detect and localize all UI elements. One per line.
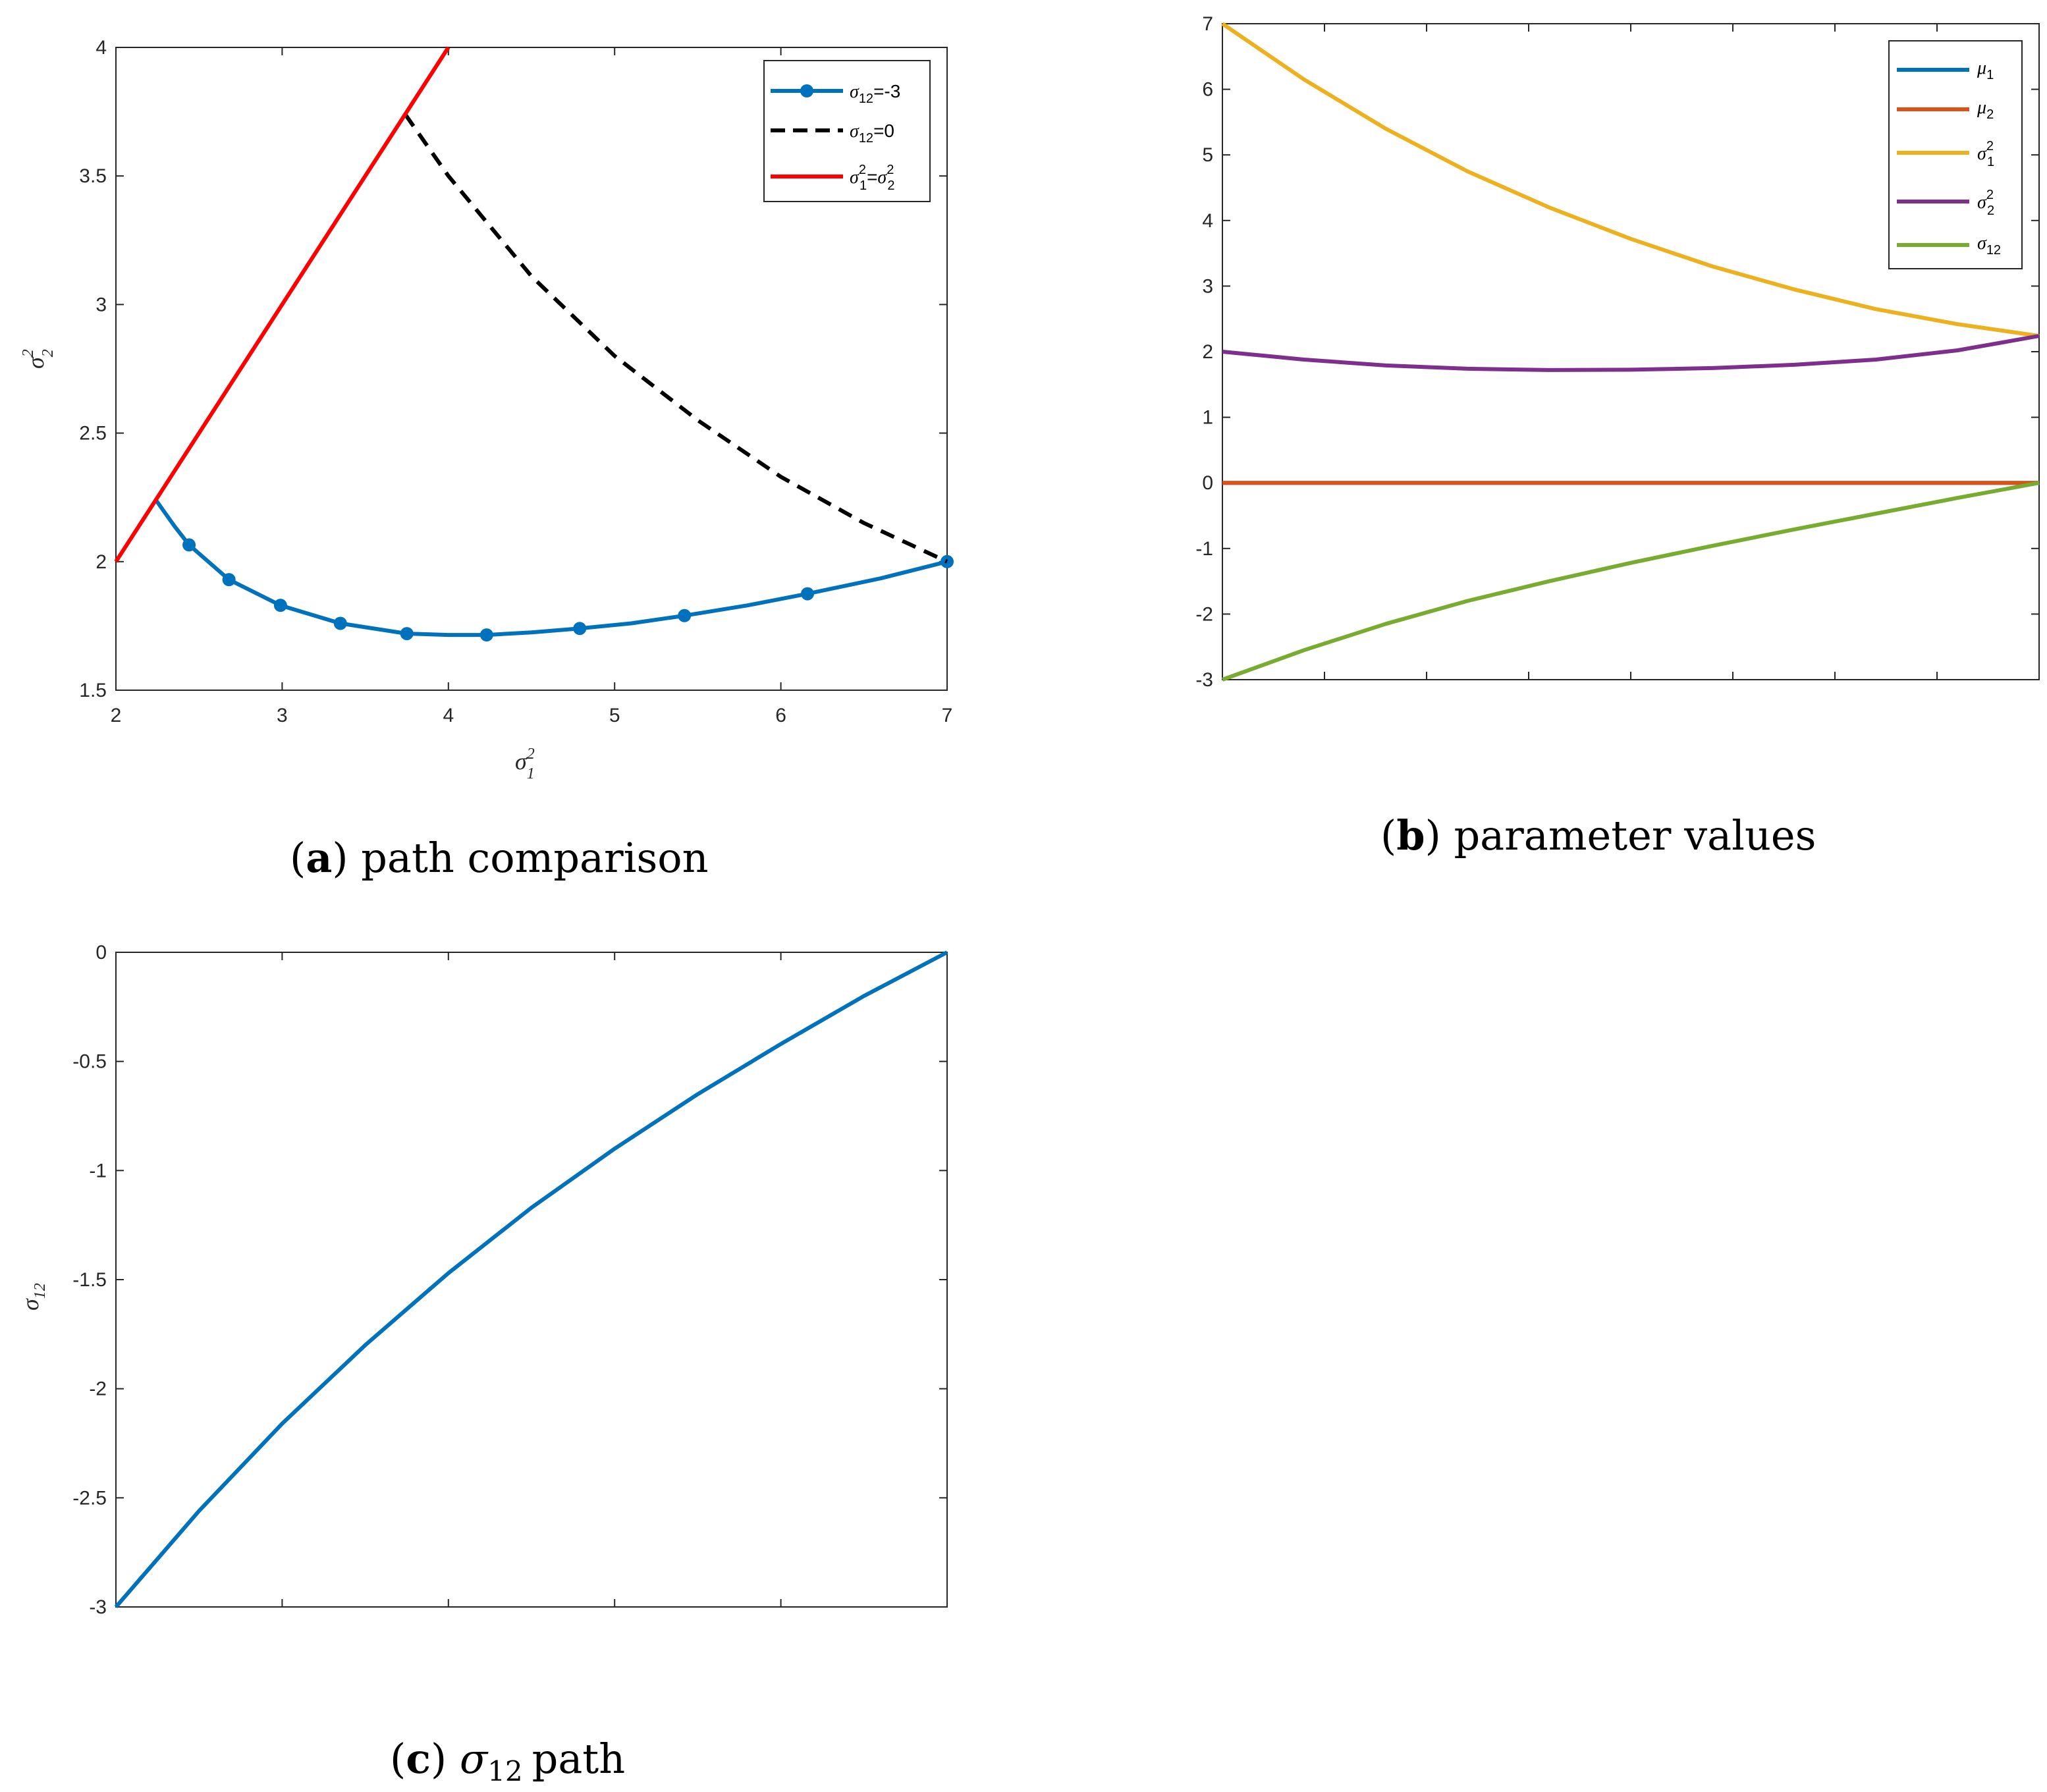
caption-c: (c) σ12 path bbox=[390, 1735, 625, 1787]
plot-a-ylabel-sub: 2 bbox=[40, 349, 57, 357]
plot-a-xtick-label: 2 bbox=[111, 705, 122, 726]
plot-b-ytick-label: 4 bbox=[1202, 210, 1213, 232]
caption-c-base: σ bbox=[460, 1735, 489, 1783]
plot-a-ytick-label: 2 bbox=[96, 551, 107, 573]
caption-a-text: path comparison bbox=[361, 834, 708, 882]
plot-c-ytick-label: -2.5 bbox=[72, 1487, 107, 1509]
plot-a-xlabel-sub: 1 bbox=[527, 765, 535, 782]
caption-b-letter: b bbox=[1396, 811, 1425, 859]
plot-b-series-5-line bbox=[1221, 481, 2040, 682]
plot-a-ylabel: σ2 2 bbox=[20, 349, 57, 369]
caption-c-text: path bbox=[532, 1735, 626, 1783]
plot-a-xlabel-sup: 2 bbox=[527, 746, 535, 763]
plot-a-series-1-marker bbox=[400, 627, 414, 641]
plot-b-legend: μ1 μ2 σ2 1 σ2 2 σ12 bbox=[1888, 40, 2023, 269]
plot-a-series-1-marker bbox=[573, 622, 587, 636]
plot-b-ytick-label: 3 bbox=[1202, 275, 1213, 297]
plot-c-series-1-line bbox=[114, 950, 948, 1608]
plot-a-xtick-label: 7 bbox=[942, 705, 953, 726]
plot-a-ytick-label: 3 bbox=[96, 294, 107, 315]
caption-c-sub: 12 bbox=[487, 1755, 522, 1787]
plot-b-series-3-line bbox=[1221, 22, 2040, 339]
plot-a-ytick-label: 4 bbox=[96, 37, 107, 59]
plot-c-ylabel: σ12 bbox=[17, 1283, 49, 1311]
plot-c-ytick-label: -0.5 bbox=[72, 1051, 107, 1073]
plot-b-ytick-label: 1 bbox=[1202, 407, 1213, 429]
legend-b-entry-3: σ2 1 bbox=[1977, 139, 1994, 169]
legend-a-entry-3: σ2 1=σ2 2 bbox=[850, 163, 894, 193]
plot-a-xtick-label: 6 bbox=[775, 705, 786, 726]
plot-a-series-1-marker bbox=[479, 628, 493, 642]
caption-a: (a) path comparison bbox=[290, 834, 709, 882]
plot-a-legend-box bbox=[763, 60, 931, 202]
plot-b-ytick-label: -1 bbox=[1195, 538, 1213, 560]
caption-b: (b) parameter values bbox=[1380, 811, 1816, 859]
plot-c-ticks: -3 -2.5 -2 -1.5 -1 -0.5 0 bbox=[72, 942, 948, 1618]
plot-b-series-4-line bbox=[1222, 334, 2040, 372]
legend-b-entry-4: σ2 2 bbox=[1977, 188, 1994, 218]
plot-a-ytick-label: 1.5 bbox=[79, 680, 107, 701]
plot-a-xtick-label: 3 bbox=[277, 705, 288, 726]
plot-a-xlabel-base: σ bbox=[515, 748, 528, 774]
plot-c-ylabel-sub: 12 bbox=[32, 1283, 49, 1299]
plot-a-xlabel: σ2 1 bbox=[515, 746, 535, 782]
plot-a-series bbox=[114, 46, 954, 642]
caption-a-letter: a bbox=[306, 834, 332, 882]
plot-a-series-1-marker bbox=[678, 609, 692, 622]
plot-b-ytick-label: 6 bbox=[1202, 79, 1213, 101]
plot-c-axes-box bbox=[115, 952, 948, 1608]
plot-a-series-1-marker bbox=[182, 538, 196, 552]
legend-b-entry-5: σ12 bbox=[1977, 233, 2001, 258]
plot-b-ytick-label: 5 bbox=[1202, 144, 1213, 166]
legend-a-entry-1: σ12=-3 bbox=[850, 81, 900, 106]
legend-b-entry-1: μ1 bbox=[1977, 58, 1994, 82]
plot-a-series-1-marker bbox=[273, 599, 287, 612]
plot-a-legend: σ12=-3 σ12=0 σ2 1=σ2 2 bbox=[763, 60, 931, 202]
plot-a-ytick-label: 2.5 bbox=[79, 423, 107, 445]
plot-c-series bbox=[114, 950, 948, 1608]
caption-c-letter: c bbox=[406, 1735, 431, 1783]
plot-a-xtick-label: 4 bbox=[443, 705, 454, 726]
caption-b-text: parameter values bbox=[1454, 811, 1816, 859]
plot-a-series-1-marker bbox=[333, 616, 347, 630]
plot-b-ticks: -3 -2 -1 0 1 2 3 4 5 6 7 bbox=[1195, 13, 2040, 691]
legend-b-entry-2: μ2 bbox=[1977, 97, 1994, 122]
plot-b-ytick-label: 7 bbox=[1202, 13, 1213, 35]
plot-c-ylabel-base: σ bbox=[17, 1298, 43, 1311]
plot-b-ytick-label: 0 bbox=[1202, 472, 1213, 494]
plot-c-ytick-label: -3 bbox=[89, 1596, 107, 1618]
plot-a-ylabel-base: σ bbox=[22, 356, 49, 369]
plot-c-ytick-label: -1.5 bbox=[72, 1269, 107, 1291]
plot-a-xtick-label: 5 bbox=[609, 705, 620, 726]
plot-a-ytick-label: 3.5 bbox=[79, 165, 107, 187]
plot-c-ytick-label: -2 bbox=[89, 1378, 107, 1400]
plot-a-series-3-line bbox=[114, 46, 450, 563]
plot-b-ytick-label: -2 bbox=[1195, 603, 1213, 625]
plot-b-ytick-label: 2 bbox=[1202, 341, 1213, 363]
legend-a-marker-1 bbox=[800, 84, 813, 97]
plot-b-series bbox=[1221, 22, 2040, 682]
plot-a-ylabel-sup: 2 bbox=[20, 349, 37, 357]
panel-c-sigma12-path: -3-2.5-2-1.5-1-0.50 σ12 (c) σ12 path bbox=[17, 942, 948, 1787]
plot-a-series-1-marker bbox=[222, 573, 236, 587]
plot-b-ytick-label: -3 bbox=[1195, 669, 1213, 691]
panel-b-parameter-values: -3 -2 -1 0 1 2 3 4 5 6 7 μ1 μ2 σ2 1 σ2 2 σ12 (b) par… bbox=[1195, 13, 2040, 859]
plot-c-ytick-label: -1 bbox=[89, 1160, 107, 1181]
plot-c-ytick-label: 0 bbox=[96, 942, 107, 964]
legend-a-entry-2: σ12=0 bbox=[850, 121, 894, 146]
panel-a-path-comparison: 1.522.533.542 3 4 5 6 7 σ2 2 σ2 1 σ12=-3 σ12=0 … bbox=[20, 37, 954, 882]
plot-a-series-1-marker bbox=[800, 587, 814, 601]
plot-a-series-2-line bbox=[403, 113, 948, 564]
plot-a-ticks: 1.522.533.542 3 4 5 6 7 bbox=[79, 37, 952, 726]
